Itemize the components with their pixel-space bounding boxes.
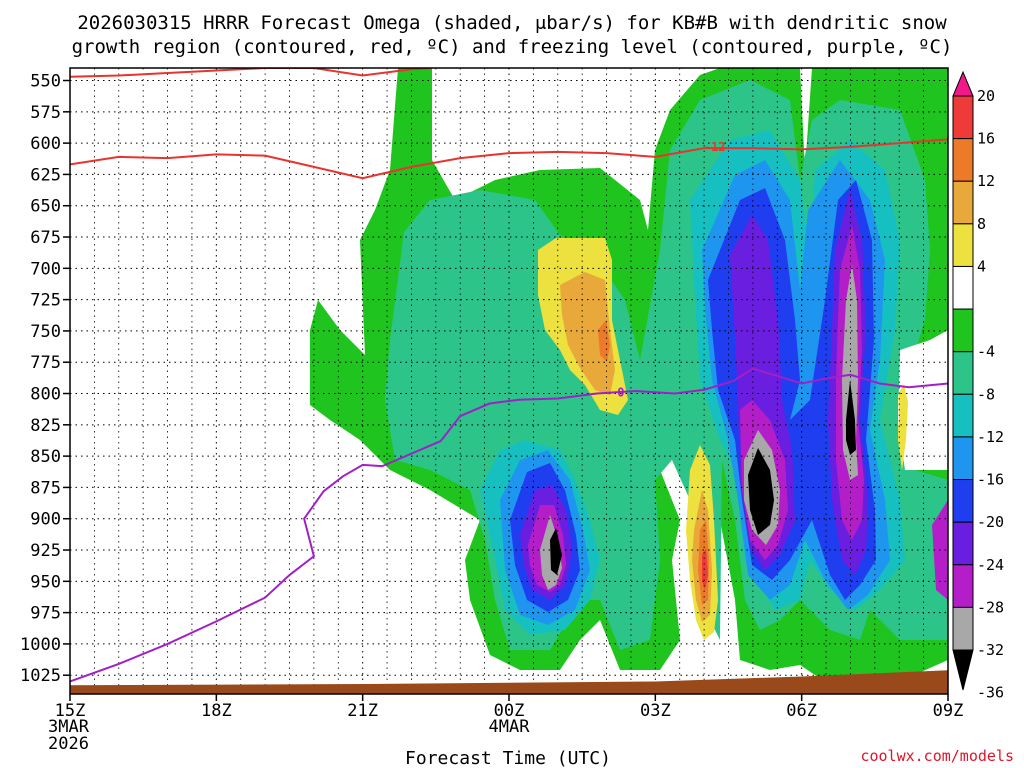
colorbar-swatch	[952, 223, 974, 267]
y-tick-label: 975	[30, 604, 61, 624]
dgz-contour-line	[70, 68, 432, 78]
y-tick-label: 600	[30, 134, 61, 154]
x-tick-label: 09Z	[933, 701, 964, 721]
x-tick-label: 15Z	[55, 701, 86, 721]
chart-title-line1: 2026030315 HRRR Forecast Omega (shaded, …	[77, 12, 947, 34]
x-tick-label: 18Z	[201, 701, 232, 721]
dgz-contour-line	[70, 138, 948, 180]
colorbar-label: 20	[977, 87, 995, 105]
y-tick-label: 700	[30, 259, 61, 279]
colorbar-swatch	[952, 95, 974, 140]
omega-shading	[310, 68, 948, 690]
x-tick-label: 00Z	[494, 701, 525, 721]
colorbar-label: 8	[977, 215, 986, 233]
x-tick-label: 06Z	[786, 701, 817, 721]
y-tick-label: 825	[30, 416, 61, 436]
omega-core-min-2	[748, 448, 774, 535]
dgz-contour-label: -12	[704, 140, 726, 154]
colorbar-label: 4	[977, 257, 986, 275]
omega-core-min-3	[846, 380, 856, 455]
colorbar-swatch	[952, 564, 974, 608]
x-axis-label: Forecast Time (UTC)	[405, 748, 611, 768]
colorbar-swatch	[952, 606, 974, 651]
y-tick-label: 925	[30, 541, 61, 561]
y-tick-label: 625	[30, 165, 61, 185]
omega-core-min-1	[550, 528, 562, 575]
y-tick-label: 850	[30, 447, 61, 467]
omega-region-pos-4-8-d	[899, 384, 908, 470]
x-tick-date: 4MAR	[489, 717, 531, 737]
y-tick-label: 800	[30, 385, 61, 405]
colorbar-label: -20	[977, 513, 1004, 531]
omega-region-pos-8-12	[560, 272, 615, 395]
freezing-level-label: 0	[617, 385, 624, 399]
freezing-level-line	[69, 367, 949, 683]
credit-link[interactable]: coolwx.com/models	[860, 747, 1014, 765]
x-tick-date: 3MAR	[48, 717, 90, 737]
omega-region-pos-12-16	[598, 320, 610, 362]
ground-terrain	[70, 670, 948, 694]
colorbar-swatch	[952, 393, 974, 438]
colorbar-label: -16	[977, 471, 1004, 489]
colorbar-swatch	[952, 436, 974, 481]
colorbar-swatch	[952, 351, 974, 395]
y-tick-label: 725	[30, 291, 61, 311]
dgz-contours	[70, 68, 948, 180]
colorbar-label: -24	[977, 556, 1004, 574]
colorbar-label: 16	[977, 130, 995, 148]
y-axis: 550 575 600 625 650 675 700 725 750 775 800 825 850 8…	[20, 72, 70, 686]
colorbar-swatch	[952, 138, 974, 182]
y-tick-label: 1025	[20, 666, 61, 686]
grid-lines	[69, 68, 949, 694]
colorbar-label: -8	[977, 385, 995, 403]
colorbar-swatch	[952, 521, 974, 566]
colorbar-label: -12	[977, 428, 1004, 446]
y-tick-label: 550	[30, 72, 61, 92]
colorbar-swatch	[952, 265, 974, 310]
colorbar: 20 16 12 8 4 -4 -8 -12 -16 -20 -24 -28 -32 -36	[952, 70, 1004, 702]
colorbar-label: -36	[977, 684, 1004, 702]
x-tick-label: 21Z	[347, 701, 378, 721]
y-tick-label: 1000	[20, 635, 61, 655]
x-tick-label: 03Z	[640, 701, 671, 721]
colorbar-swatch	[952, 180, 974, 225]
x-tick-year: 2026	[48, 734, 89, 754]
colorbar-swatch	[952, 479, 974, 523]
colorbar-swatch	[952, 308, 974, 353]
y-tick-label: 650	[30, 197, 61, 217]
colorbar-top-arrow	[952, 70, 974, 97]
y-tick-label: 575	[30, 103, 61, 123]
colorbar-label: -32	[977, 641, 1004, 659]
y-tick-label: 675	[30, 228, 61, 248]
y-tick-label: 775	[30, 353, 61, 373]
chart-title-line2: growth region (contoured, red, ºC) and f…	[72, 36, 953, 58]
y-tick-label: 750	[30, 322, 61, 342]
omega-region-neutral	[898, 330, 948, 470]
colorbar-bottom-arrow	[952, 649, 974, 691]
y-tick-label: 950	[30, 572, 61, 592]
omega-region-pos-16-20	[702, 548, 708, 590]
y-tick-label: 875	[30, 478, 61, 498]
colorbar-label: 12	[977, 172, 995, 190]
colorbar-label: -28	[977, 598, 1004, 616]
y-tick-label: 900	[30, 510, 61, 530]
colorbar-label: -4	[977, 343, 995, 361]
